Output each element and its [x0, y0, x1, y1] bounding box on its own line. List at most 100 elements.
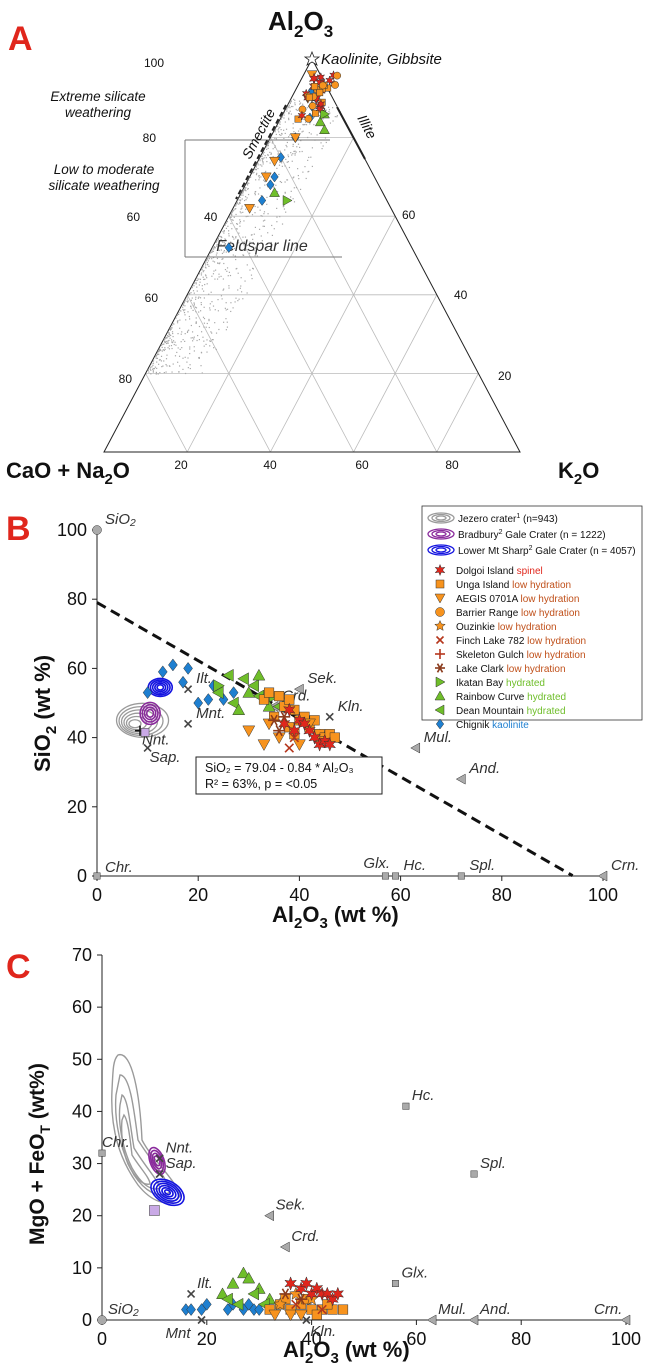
background-sample-point [194, 306, 197, 308]
mt-sharp-contour [163, 1189, 172, 1196]
background-sample-point [262, 220, 265, 222]
ternary-point-rainbow-curve [314, 116, 326, 127]
background-sample-point [225, 309, 227, 311]
background-sample-point [201, 285, 203, 287]
bradbury-contour [153, 1155, 161, 1167]
background-sample-point [272, 148, 274, 150]
background-sample-point [175, 317, 177, 319]
ternary-data-points [224, 70, 342, 254]
background-sample-point [164, 348, 166, 351]
background-sample-point [290, 99, 292, 102]
background-sample-point [183, 301, 185, 303]
background-sample-point [222, 289, 224, 291]
b-point-aegis-0701a [292, 739, 306, 752]
background-sample-point [165, 341, 167, 343]
background-sample-point [223, 251, 225, 253]
background-sample-point [215, 332, 218, 334]
background-sample-point [264, 171, 266, 174]
background-sample-point [202, 336, 204, 338]
background-sample-point [171, 371, 173, 373]
background-sample-point [263, 213, 265, 215]
legend-contour-label: Lower Mt Sharp2 Gale Crater (n = 4057) [458, 545, 636, 557]
b-y-tick-label: 0 [77, 866, 87, 886]
b-point-dean-mountain [247, 679, 259, 693]
mineral-label: SiO₂ [108, 1301, 139, 1318]
background-sample-point [226, 267, 229, 269]
background-sample-point [216, 240, 218, 242]
background-sample-point [288, 117, 290, 119]
background-sample-point [221, 258, 223, 260]
background-sample-point [274, 129, 276, 131]
background-sample-point [306, 107, 308, 109]
c-point-unga-island [311, 1309, 322, 1320]
c-point-chignik [201, 1297, 212, 1311]
background-sample-point [277, 153, 279, 155]
background-sample-point [233, 238, 235, 240]
background-sample-point [168, 333, 170, 335]
background-sample-point [229, 216, 232, 219]
background-sample-point [179, 319, 181, 321]
b-ticks: 0 20 40 60 80 100 0 20 40 60 80 100 [57, 520, 618, 905]
ternary-point-ikatan-bay [320, 108, 330, 120]
background-sample-point [283, 129, 285, 131]
background-sample-point [199, 278, 202, 280]
background-sample-point [166, 340, 168, 342]
b-data-points [142, 658, 340, 753]
background-sample-point [153, 368, 156, 370]
background-sample-point [294, 154, 296, 156]
background-sample-point [254, 168, 256, 171]
mineral-label: And. [479, 1301, 511, 1318]
background-sample-point [184, 305, 186, 307]
background-sample-point [196, 339, 198, 342]
background-sample-point [180, 341, 182, 343]
background-sample-point [262, 153, 264, 155]
background-sample-point [186, 298, 188, 300]
background-sample-point [164, 340, 166, 342]
background-sample-point [204, 283, 206, 286]
background-sample-point [276, 207, 278, 209]
background-sample-point [244, 280, 246, 282]
background-sample-point [170, 344, 173, 347]
background-sample-point [193, 282, 195, 284]
background-sample-point [273, 228, 275, 230]
background-sample-point [280, 181, 283, 184]
apex-k2o-label: K2O [558, 458, 599, 488]
background-sample-point [245, 187, 247, 189]
background-sample-point [290, 113, 292, 115]
background-sample-point [279, 123, 281, 125]
background-sample-point [261, 215, 263, 217]
mineral-marker-crn [597, 870, 608, 882]
background-sample-point [152, 364, 154, 366]
background-sample-point [211, 251, 213, 253]
background-sample-point [279, 150, 281, 152]
background-sample-point [230, 213, 232, 216]
tick-left-60b: 60 [145, 291, 159, 305]
b-point-dean-mountain [222, 668, 234, 682]
background-sample-point [292, 153, 294, 155]
background-sample-point [169, 328, 171, 330]
background-sample-point [292, 127, 294, 129]
background-sample-point [210, 291, 212, 293]
background-sample-point [201, 269, 203, 271]
background-sample-point [199, 281, 201, 283]
background-sample-point [211, 339, 214, 341]
background-sample-point [303, 124, 305, 126]
background-sample-point [171, 341, 173, 343]
background-sample-point [209, 340, 211, 342]
background-sample-point [195, 282, 197, 284]
background-sample-point [305, 177, 307, 180]
background-sample-point [176, 320, 179, 323]
legend-marker-chignik [435, 718, 445, 730]
background-sample-point [155, 356, 157, 358]
c-point-rainbow-curve [237, 1266, 250, 1279]
background-sample-point [188, 329, 190, 331]
background-sample-point [150, 373, 152, 375]
b-point-finch-lake-782 [284, 743, 295, 753]
background-sample-point [169, 365, 171, 367]
background-sample-point [304, 166, 306, 168]
background-sample-point [214, 322, 216, 324]
ternary-cluster-point [305, 93, 313, 101]
mineral-label: Sap. [166, 1155, 197, 1172]
background-sample-point [171, 331, 174, 333]
background-sample-point [211, 250, 213, 253]
